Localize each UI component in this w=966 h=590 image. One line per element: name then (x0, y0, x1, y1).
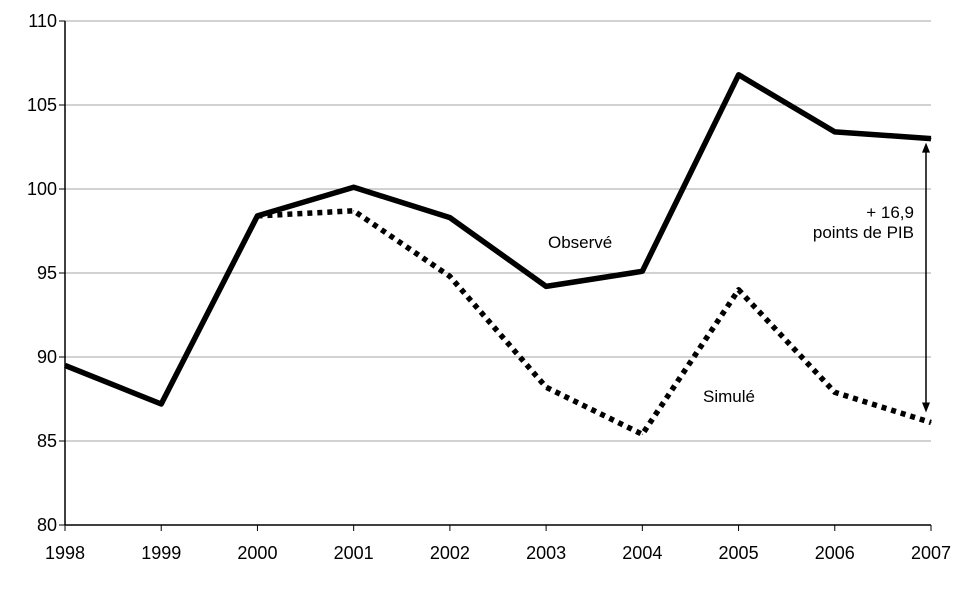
data-point (641, 270, 643, 272)
x-tick-label: 2006 (815, 543, 855, 563)
y-tick-label: 105 (27, 95, 57, 115)
data-point (930, 138, 932, 140)
data-point (738, 289, 740, 291)
y-tick-label: 100 (27, 179, 57, 199)
x-tick-label: 2000 (237, 543, 277, 563)
data-point (545, 285, 547, 287)
gap-arrow-head-down (922, 402, 930, 413)
x-tick-label: 2002 (430, 543, 470, 563)
series-line-simule (257, 208, 932, 438)
series-label-observe: Observé (548, 233, 612, 252)
x-tick-label: 2003 (526, 543, 566, 563)
y-axis-tick-labels: 80 85 90 95 100 105 110 (27, 11, 57, 535)
data-point (738, 74, 740, 76)
x-tick-label: 2005 (719, 543, 759, 563)
gap-annotation-value: + 16,9 (866, 203, 914, 222)
y-tick-label: 80 (37, 515, 57, 535)
data-point (160, 403, 162, 405)
gap-arrow-head-up (922, 142, 930, 153)
data-point (641, 433, 643, 435)
x-tick-label: 2004 (622, 543, 662, 563)
y-tick-label: 110 (28, 11, 57, 31)
series-labels: Observé Simulé (548, 233, 755, 406)
x-axis-tick-labels: 1998 1999 2000 2001 2002 2003 2004 2005 2006 2007 (45, 543, 951, 563)
gap-annotation-unit: points de PIB (813, 223, 914, 242)
data-point (353, 210, 355, 212)
series-label-simule: Simulé (703, 387, 755, 406)
data-point (834, 131, 836, 133)
y-tick-label: 95 (37, 263, 57, 283)
data-point (256, 215, 258, 217)
data-point (449, 217, 451, 219)
y-tick-label: 85 (37, 431, 57, 451)
x-tick-label: 2001 (334, 543, 374, 563)
series-line-observe (63, 72, 932, 407)
data-point (930, 422, 932, 424)
x-tick-label: 1999 (141, 543, 181, 563)
gap-annotation: + 16,9 points de PIB (813, 142, 930, 413)
data-point (449, 275, 451, 277)
y-tick-label: 90 (37, 347, 57, 367)
x-tick-label: 2007 (911, 543, 951, 563)
axes (64, 21, 931, 526)
series-layer (63, 72, 932, 438)
data-point (545, 386, 547, 388)
grid-lines (59, 20, 932, 531)
x-tick-label: 1998 (45, 543, 85, 563)
data-point (353, 186, 355, 188)
data-point (834, 391, 836, 393)
